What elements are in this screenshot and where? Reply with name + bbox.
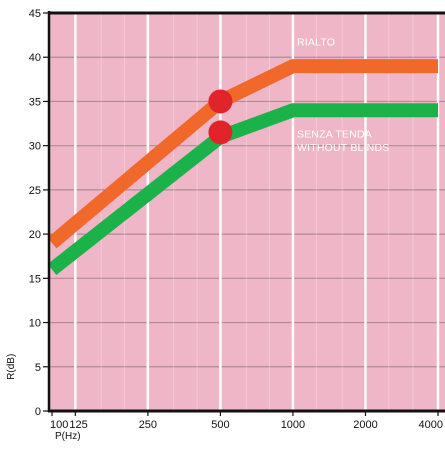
y-tick-label-30: 30 <box>29 141 41 153</box>
series-marker-1 <box>208 120 233 145</box>
y-tick-label-10: 10 <box>29 318 41 330</box>
x-tick-label-500: 500 <box>211 419 229 431</box>
axes <box>47 11 445 413</box>
x-axis-label: P(Hz) <box>55 431 81 442</box>
x-tick-label-125: 125 <box>69 419 87 431</box>
x-tick-label-4000: 4000 <box>419 419 443 431</box>
series-label-without-blinds: WITHOUT BLINDS <box>297 142 389 154</box>
series-line-0 <box>47 59 438 249</box>
ticks: 0 5 10 15 20 25 30 35 40 45 100 125 250 500 1000 2000 40… <box>29 8 443 431</box>
markers <box>208 89 233 145</box>
y-tick-label-25: 25 <box>29 185 41 197</box>
x-tick-label-100: 100 <box>50 419 68 431</box>
y-tick-label-35: 35 <box>29 96 41 108</box>
y-tick-label-20: 20 <box>29 229 41 241</box>
series-label-senza-tenda: SENZA TENDA <box>297 129 372 141</box>
y-tick-label-45: 45 <box>29 8 41 20</box>
series-line-1 <box>47 103 438 275</box>
y-tick-label-40: 40 <box>29 52 41 64</box>
y-tick-label-15: 15 <box>29 273 41 285</box>
y-tick-label-0: 0 <box>35 406 41 418</box>
x-tick-label-1000: 1000 <box>281 419 305 431</box>
y-axis-label: R(dB) <box>6 354 17 380</box>
series-layer <box>47 59 438 275</box>
y-tick-label-5: 5 <box>35 362 41 374</box>
x-tick-label-2000: 2000 <box>353 419 377 431</box>
x-tick-label-250: 250 <box>139 419 157 431</box>
series-marker-0 <box>208 89 233 114</box>
series-label-rialto: RIALTO <box>297 37 335 49</box>
